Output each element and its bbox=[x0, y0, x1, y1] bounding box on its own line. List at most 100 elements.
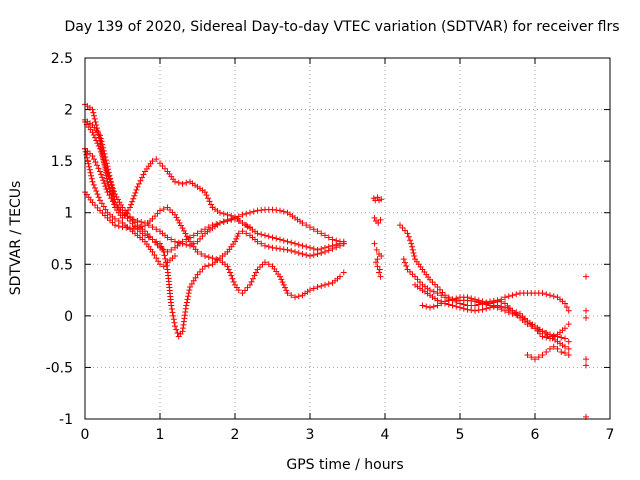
data-point bbox=[235, 287, 242, 294]
data-point bbox=[405, 233, 412, 240]
data-point bbox=[558, 334, 565, 341]
data-point bbox=[224, 211, 231, 218]
data-point bbox=[310, 252, 317, 259]
data-point bbox=[409, 243, 415, 250]
data-point bbox=[179, 180, 186, 187]
data-point bbox=[562, 343, 568, 350]
data-point bbox=[483, 305, 490, 312]
data-point bbox=[234, 233, 241, 240]
data-point bbox=[505, 293, 512, 300]
data-point bbox=[314, 228, 321, 235]
data-point bbox=[513, 291, 520, 298]
data-point bbox=[262, 242, 268, 249]
data-point bbox=[160, 246, 167, 253]
data-point bbox=[453, 303, 460, 310]
data-point bbox=[100, 147, 107, 154]
data-point bbox=[295, 249, 302, 256]
data-point bbox=[91, 115, 98, 122]
data-point bbox=[99, 174, 106, 181]
data-point bbox=[90, 181, 97, 188]
data-point bbox=[108, 182, 115, 189]
data-point bbox=[427, 287, 433, 294]
data-point bbox=[407, 237, 413, 244]
data-point bbox=[247, 224, 253, 231]
data-point bbox=[419, 302, 426, 309]
data-point bbox=[378, 196, 385, 203]
data-point bbox=[400, 256, 407, 263]
data-point bbox=[325, 234, 332, 241]
data-point bbox=[172, 323, 178, 330]
data-point bbox=[100, 158, 107, 165]
data-point bbox=[430, 303, 437, 310]
data-point bbox=[173, 326, 180, 333]
x-tick-label: 2 bbox=[231, 427, 240, 443]
data-point bbox=[254, 207, 261, 214]
data-point bbox=[243, 230, 250, 237]
data-point bbox=[307, 244, 313, 251]
data-point bbox=[202, 226, 208, 233]
data-point bbox=[203, 192, 210, 199]
data-point bbox=[176, 219, 183, 226]
data-point bbox=[104, 189, 111, 196]
series-arc-1 bbox=[82, 101, 347, 253]
data-point bbox=[124, 210, 131, 217]
data-point bbox=[209, 255, 216, 262]
data-point bbox=[173, 214, 180, 221]
data-point bbox=[322, 248, 328, 255]
data-point bbox=[282, 284, 288, 291]
data-point bbox=[101, 150, 108, 157]
data-point bbox=[97, 197, 103, 204]
data-point bbox=[543, 348, 550, 355]
data-point bbox=[502, 294, 508, 301]
data-point bbox=[292, 248, 298, 255]
data-point bbox=[322, 281, 328, 288]
data-point bbox=[130, 195, 137, 202]
data-point bbox=[288, 292, 295, 299]
data-point bbox=[524, 352, 531, 359]
data-point bbox=[97, 148, 104, 155]
data-point bbox=[288, 239, 295, 246]
data-point bbox=[224, 217, 231, 224]
data-point bbox=[89, 106, 96, 113]
data-point bbox=[175, 179, 182, 186]
data-point bbox=[299, 250, 306, 257]
data-point bbox=[411, 253, 418, 260]
data-point bbox=[375, 220, 382, 227]
data-point bbox=[131, 192, 138, 199]
data-point bbox=[104, 170, 111, 177]
data-point bbox=[583, 362, 589, 369]
data-point bbox=[262, 232, 268, 239]
data-point bbox=[97, 132, 103, 139]
data-point bbox=[202, 189, 208, 196]
data-point bbox=[172, 238, 178, 245]
data-point bbox=[198, 250, 205, 257]
data-point bbox=[155, 258, 162, 265]
data-point bbox=[194, 248, 201, 255]
data-point bbox=[277, 273, 283, 280]
data-point bbox=[284, 246, 291, 253]
data-point bbox=[310, 285, 317, 292]
data-point bbox=[449, 302, 456, 309]
data-point bbox=[217, 220, 223, 227]
data-point bbox=[168, 302, 175, 309]
data-point bbox=[535, 326, 542, 333]
data-point bbox=[88, 175, 95, 182]
data-point bbox=[409, 246, 416, 253]
x-tick-label: 1 bbox=[156, 427, 165, 443]
data-point bbox=[190, 232, 197, 239]
data-point bbox=[183, 236, 190, 243]
series-arc-3 bbox=[82, 145, 347, 340]
data-point bbox=[229, 275, 236, 282]
series-gap-cluster-1 bbox=[370, 194, 385, 260]
data-point bbox=[310, 245, 317, 252]
data-point bbox=[262, 259, 268, 266]
data-point bbox=[258, 207, 265, 214]
data-point bbox=[239, 228, 246, 235]
data-point bbox=[310, 226, 317, 233]
data-point bbox=[188, 280, 195, 287]
data-point bbox=[434, 297, 441, 304]
data-point bbox=[562, 349, 568, 356]
data-point bbox=[98, 151, 105, 158]
data-point bbox=[90, 132, 97, 139]
data-point bbox=[479, 306, 486, 313]
